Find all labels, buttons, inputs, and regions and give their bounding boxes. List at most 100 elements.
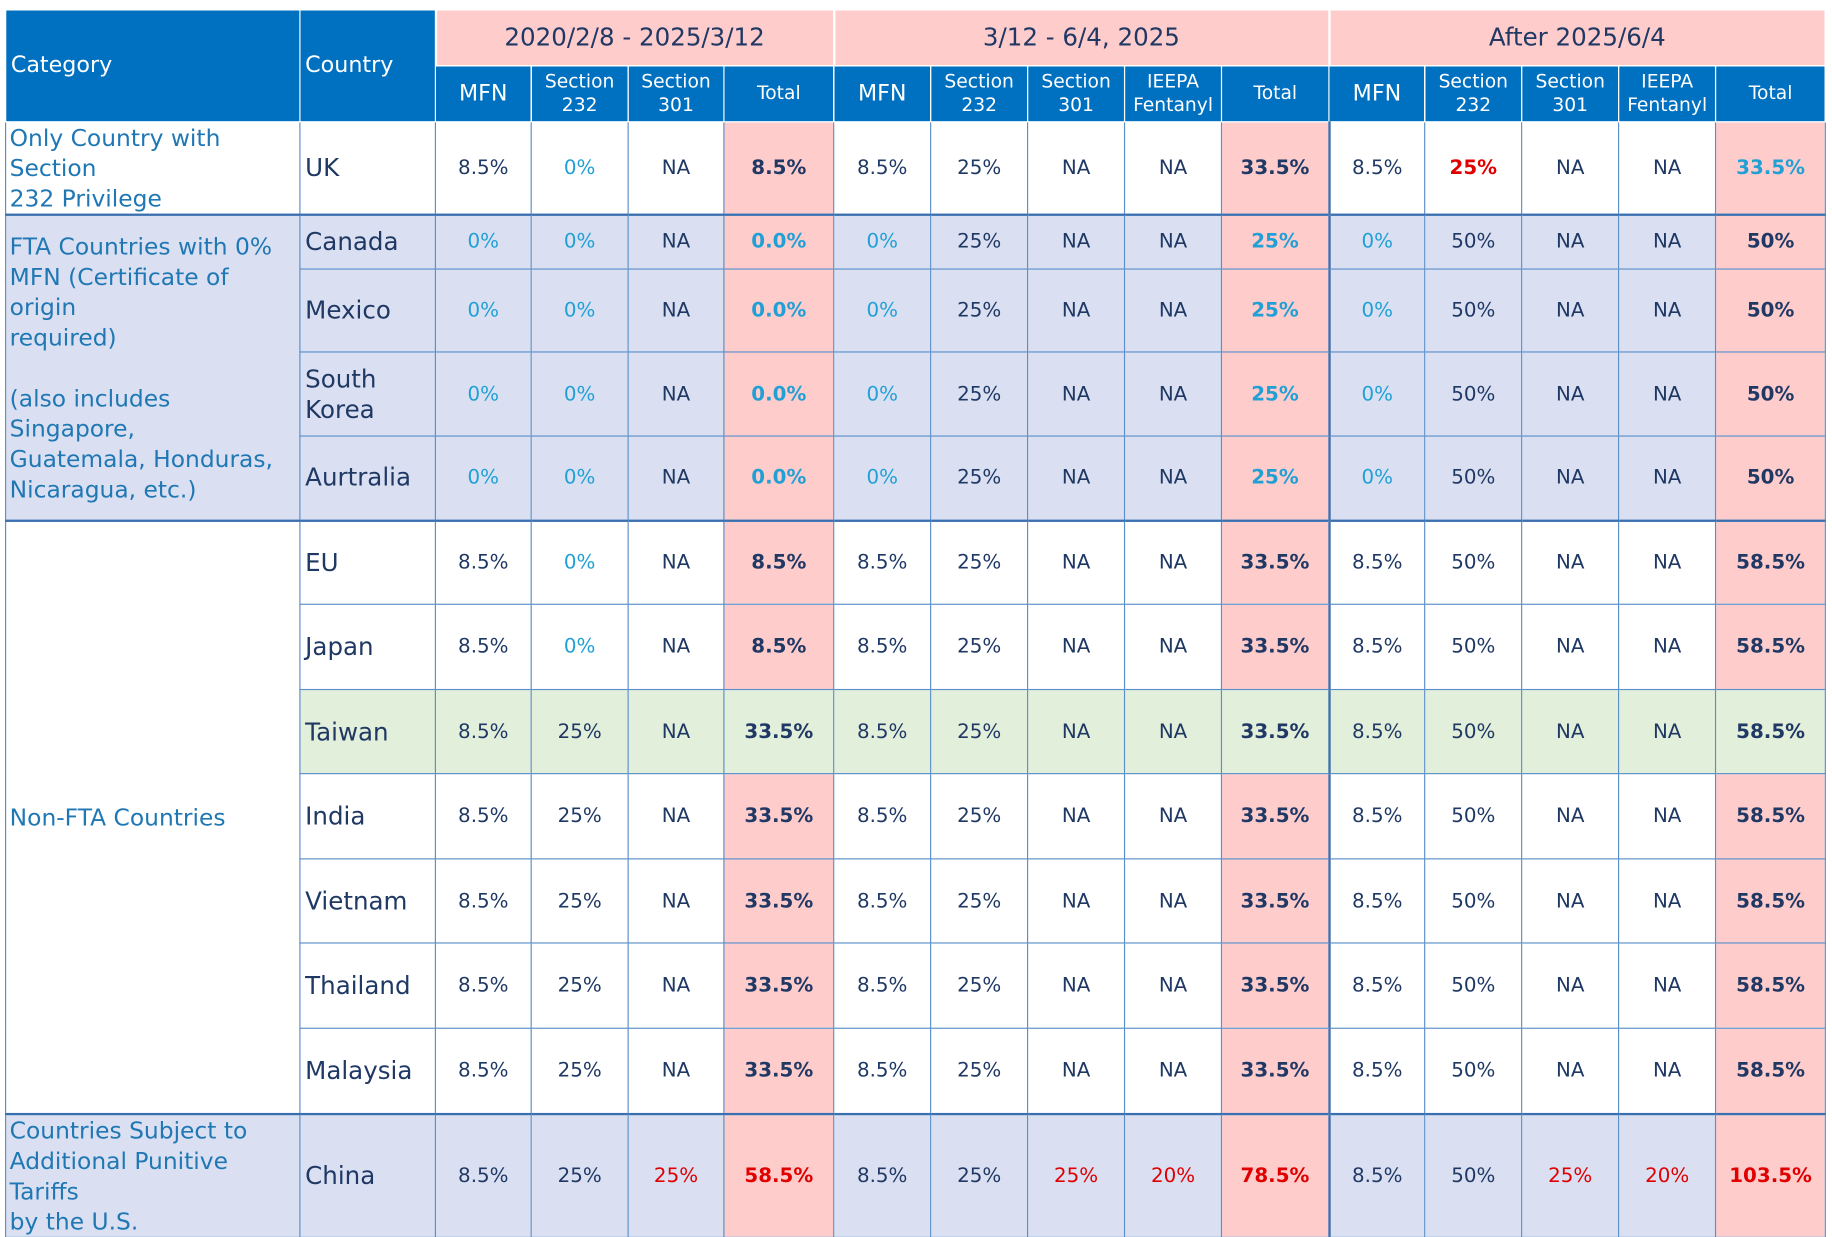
value-cell: 8.5% (434, 603, 532, 691)
value-cell: 8.5% (833, 518, 932, 605)
value-cell: NA (1027, 1027, 1126, 1115)
table-row-uk: Only Country with Section 232 Privilege U… (5, 120, 1827, 215)
value-cell: NA (1123, 435, 1223, 521)
value-cell: 25% (930, 351, 1029, 437)
value-cell: 50% (1424, 212, 1523, 270)
header-section-301: Section 301 (1027, 64, 1126, 122)
value-cell: 25% (930, 435, 1029, 521)
value-cell: 50% (1424, 1027, 1523, 1115)
value-cell: NA (627, 435, 725, 521)
value-cell: 25% (930, 858, 1029, 944)
total-cell: 8.5% (723, 120, 835, 215)
category-fta: FTA Countries with 0% MFN (Certificate of… (5, 212, 301, 521)
value-cell: 0% (530, 268, 629, 353)
header-ieepa-fentanyl: IEEPA Fentanyl (1123, 64, 1223, 122)
value-cell: 25% (530, 858, 629, 944)
value-cell: NA (1027, 268, 1126, 353)
table-row-china: Countries Subject to Additional Punitive … (5, 1112, 1827, 1237)
value-cell: NA (1618, 858, 1717, 944)
value-cell: NA (1521, 351, 1620, 437)
value-cell: 8.5% (833, 942, 932, 1029)
value-cell: NA (1618, 212, 1717, 270)
category-punitive: Countries Subject to Additional Punitive … (5, 1112, 301, 1237)
value-cell: 8.5% (1327, 688, 1426, 775)
value-cell: NA (627, 603, 725, 691)
value-cell: 25% (530, 1112, 629, 1237)
value-cell: 50% (1424, 1112, 1523, 1237)
value-cell: NA (1027, 518, 1126, 605)
value-cell: 8.5% (434, 688, 532, 775)
value-cell: 8.5% (833, 1027, 932, 1115)
header-period-2: 3/12 - 6/4, 2025 (832, 8, 1331, 66)
value-cell: 25% (1027, 1112, 1126, 1237)
total-cell: 50% (1715, 435, 1827, 521)
value-cell: NA (1123, 942, 1223, 1029)
total-cell: 50% (1715, 268, 1827, 353)
value-cell: 50% (1424, 603, 1523, 691)
total-cell: 33.5% (723, 1027, 835, 1115)
value-cell: 8.5% (434, 773, 532, 860)
value-cell: NA (1123, 773, 1223, 860)
value-cell: NA (1618, 773, 1717, 860)
value-cell: NA (1027, 688, 1126, 775)
table-row-taiwan: Taiwan 8.5% 25% NA 33.5% 8.5% 25% NA NA … (6, 688, 1827, 775)
table-row-mexico: Mexico 0% 0% NA 0.0% 0% 25% NA NA 25% 0%… (6, 268, 1827, 353)
value-cell: NA (627, 351, 725, 437)
country-cell: Mexico (299, 268, 436, 353)
value-cell: 25% (930, 688, 1029, 775)
value-cell: 8.5% (833, 1112, 932, 1237)
value-cell: NA (1521, 773, 1620, 860)
value-cell: NA (1521, 942, 1620, 1029)
total-cell: 103.5% (1715, 1112, 1827, 1237)
value-cell: 25% (530, 942, 629, 1029)
value-cell: 8.5% (434, 518, 532, 605)
total-cell: 58.5% (723, 1112, 835, 1237)
header-section-232: Section 232 (1424, 64, 1523, 122)
table-row-japan: Japan 8.5% 0% NA 8.5% 8.5% 25% NA NA 33.… (6, 603, 1827, 691)
value-cell: NA (1027, 435, 1126, 521)
value-cell: 0% (434, 351, 532, 437)
value-cell: NA (1618, 942, 1717, 1029)
value-cell: 8.5% (833, 773, 932, 860)
header-section-301: Section 301 (627, 64, 725, 122)
header-ieepa-fentanyl: IEEPA Fentanyl (1618, 64, 1717, 122)
value-cell: NA (1618, 268, 1717, 353)
value-cell: 25% (930, 518, 1029, 605)
total-cell: 33.5% (1220, 942, 1330, 1029)
value-cell: NA (1521, 120, 1620, 215)
value-cell: 25% (930, 268, 1029, 353)
value-cell: 25% (930, 773, 1029, 860)
value-cell: 25% (930, 942, 1029, 1029)
value-cell: 0% (1327, 268, 1426, 353)
value-cell: 8.5% (833, 688, 932, 775)
header-total: Total (1220, 64, 1330, 122)
value-cell: 8.5% (1327, 1112, 1426, 1237)
value-cell: 8.5% (434, 858, 532, 944)
value-cell: NA (1521, 268, 1620, 353)
country-cell: India (299, 773, 436, 860)
value-cell: NA (627, 268, 725, 353)
value-cell: 8.5% (833, 858, 932, 944)
value-cell: NA (1027, 603, 1126, 691)
header-row-periods: Category Country 2020/2/8 - 2025/3/12 3/… (5, 8, 1827, 122)
value-cell: 0% (530, 518, 629, 605)
value-cell: NA (1027, 858, 1126, 944)
value-cell: NA (1123, 858, 1223, 944)
value-cell: NA (1521, 688, 1620, 775)
header-period-3: After 2025/6/4 (1327, 8, 1827, 66)
value-cell: NA (1027, 351, 1126, 437)
total-cell: 58.5% (1715, 603, 1827, 691)
value-cell: 8.5% (1327, 120, 1426, 215)
value-cell: 8.5% (833, 603, 932, 691)
value-cell: 8.5% (434, 120, 532, 215)
header-total: Total (723, 64, 835, 122)
value-cell: 50% (1424, 942, 1523, 1029)
value-cell: 20% (1123, 1112, 1223, 1237)
value-cell: 0% (833, 351, 932, 437)
tariff-table: Category Country 2020/2/8 - 2025/3/12 3/… (5, 8, 1827, 1237)
country-cell: Taiwan (299, 688, 436, 775)
total-cell: 0.0% (723, 268, 835, 353)
value-cell: 25% (930, 212, 1029, 270)
value-cell: NA (1123, 212, 1223, 270)
table-row-malaysia: Malaysia 8.5% 25% NA 33.5% 8.5% 25% NA N… (6, 1027, 1827, 1115)
